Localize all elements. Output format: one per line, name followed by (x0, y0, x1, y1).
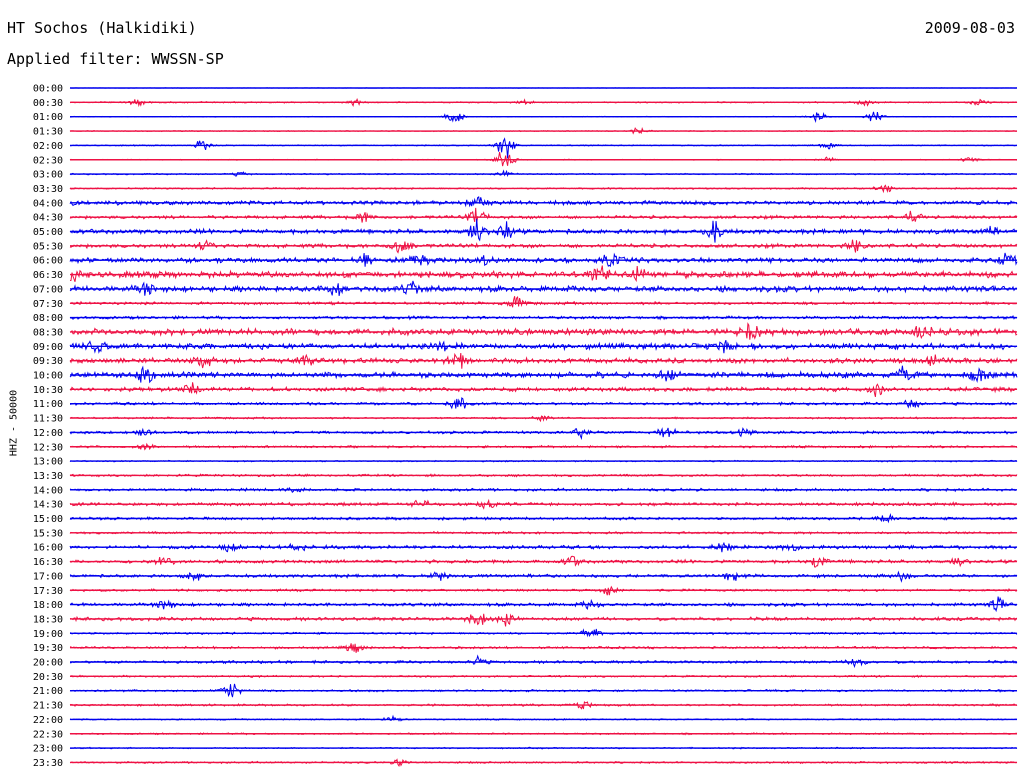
trace-1830 (69, 613, 1018, 627)
date-label: 2009-08-03 (924, 19, 1015, 37)
time-tick-label: 14:30 (33, 500, 63, 511)
time-tick-label: 00:30 (33, 98, 63, 109)
time-tick-label: 01:00 (33, 112, 63, 123)
time-tick-label: 17:30 (33, 586, 63, 597)
time-tick-label: 08:30 (33, 327, 63, 338)
time-tick-label: 07:00 (33, 284, 63, 295)
trace-1000 (69, 365, 1018, 384)
trace-0400 (69, 196, 1018, 208)
time-tick-label: 04:00 (33, 198, 63, 209)
time-tick-label: 05:30 (33, 241, 63, 252)
trace-0500 (69, 218, 1018, 243)
time-tick-label: 17:00 (33, 571, 63, 582)
time-tick-label: 12:00 (33, 428, 63, 439)
time-tick-label: 21:00 (33, 686, 63, 697)
trace-1730 (69, 585, 1018, 596)
time-tick-label: 23:00 (33, 744, 63, 755)
time-tick-label: 12:30 (33, 442, 63, 453)
trace-0200 (70, 137, 1018, 159)
time-tick-label: 11:00 (33, 399, 63, 410)
time-tick-label: 03:00 (33, 170, 63, 181)
time-tick-label: 06:00 (33, 256, 63, 267)
station-title: HT Sochos (Halkidiki) (7, 19, 197, 37)
time-tick-label: 23:30 (33, 758, 63, 769)
time-tick-label: 20:30 (33, 672, 63, 683)
time-tick-label: 13:30 (33, 471, 63, 482)
time-tick-label: 04:30 (33, 213, 63, 224)
time-tick-label: 06:30 (33, 270, 63, 281)
trace-0730 (69, 296, 1018, 308)
time-tick-label: 09:30 (33, 356, 63, 367)
time-tick-label: 19:00 (33, 629, 63, 640)
time-tick-label: 22:00 (33, 715, 63, 726)
time-tick-label: 20:00 (33, 658, 63, 669)
time-tick-label: 15:30 (33, 528, 63, 539)
time-tick-label: 01:30 (33, 127, 63, 138)
trace-0630 (69, 265, 1018, 283)
time-tick-label: 19:30 (33, 643, 63, 654)
time-tick-label: 15:00 (33, 514, 63, 525)
time-tick-label: 18:00 (33, 600, 63, 611)
time-tick-label: 02:30 (33, 155, 63, 166)
time-tick-label: 18:30 (33, 614, 63, 625)
time-tick-label: 03:30 (33, 184, 63, 195)
time-tick-label: 10:30 (33, 385, 63, 396)
time-tick-label: 16:30 (33, 557, 63, 568)
trace-1800 (69, 596, 1018, 613)
trace-1700 (69, 570, 1018, 583)
trace-1900 (69, 628, 1018, 638)
filter-label: Applied filter: WWSSN-SP (7, 50, 224, 68)
time-tick-label: 05:00 (33, 227, 63, 238)
time-tick-label: 21:30 (33, 701, 63, 712)
trace-0430 (69, 207, 1018, 223)
time-tick-label: 16:00 (33, 543, 63, 554)
time-tick-label: 22:30 (33, 729, 63, 740)
time-tick-label: 13:00 (33, 457, 63, 468)
time-tick-label: 11:30 (33, 414, 63, 425)
trace-0530 (69, 239, 1018, 254)
time-tick-label: 08:00 (33, 313, 63, 324)
time-tick-label: 02:00 (33, 141, 63, 152)
time-tick-label: 14:00 (33, 485, 63, 496)
time-tick-label: 10:00 (33, 371, 63, 382)
time-tick-label: 00:00 (33, 84, 63, 95)
time-tick-label: 09:00 (33, 342, 63, 353)
time-tick-label: 07:30 (33, 299, 63, 310)
